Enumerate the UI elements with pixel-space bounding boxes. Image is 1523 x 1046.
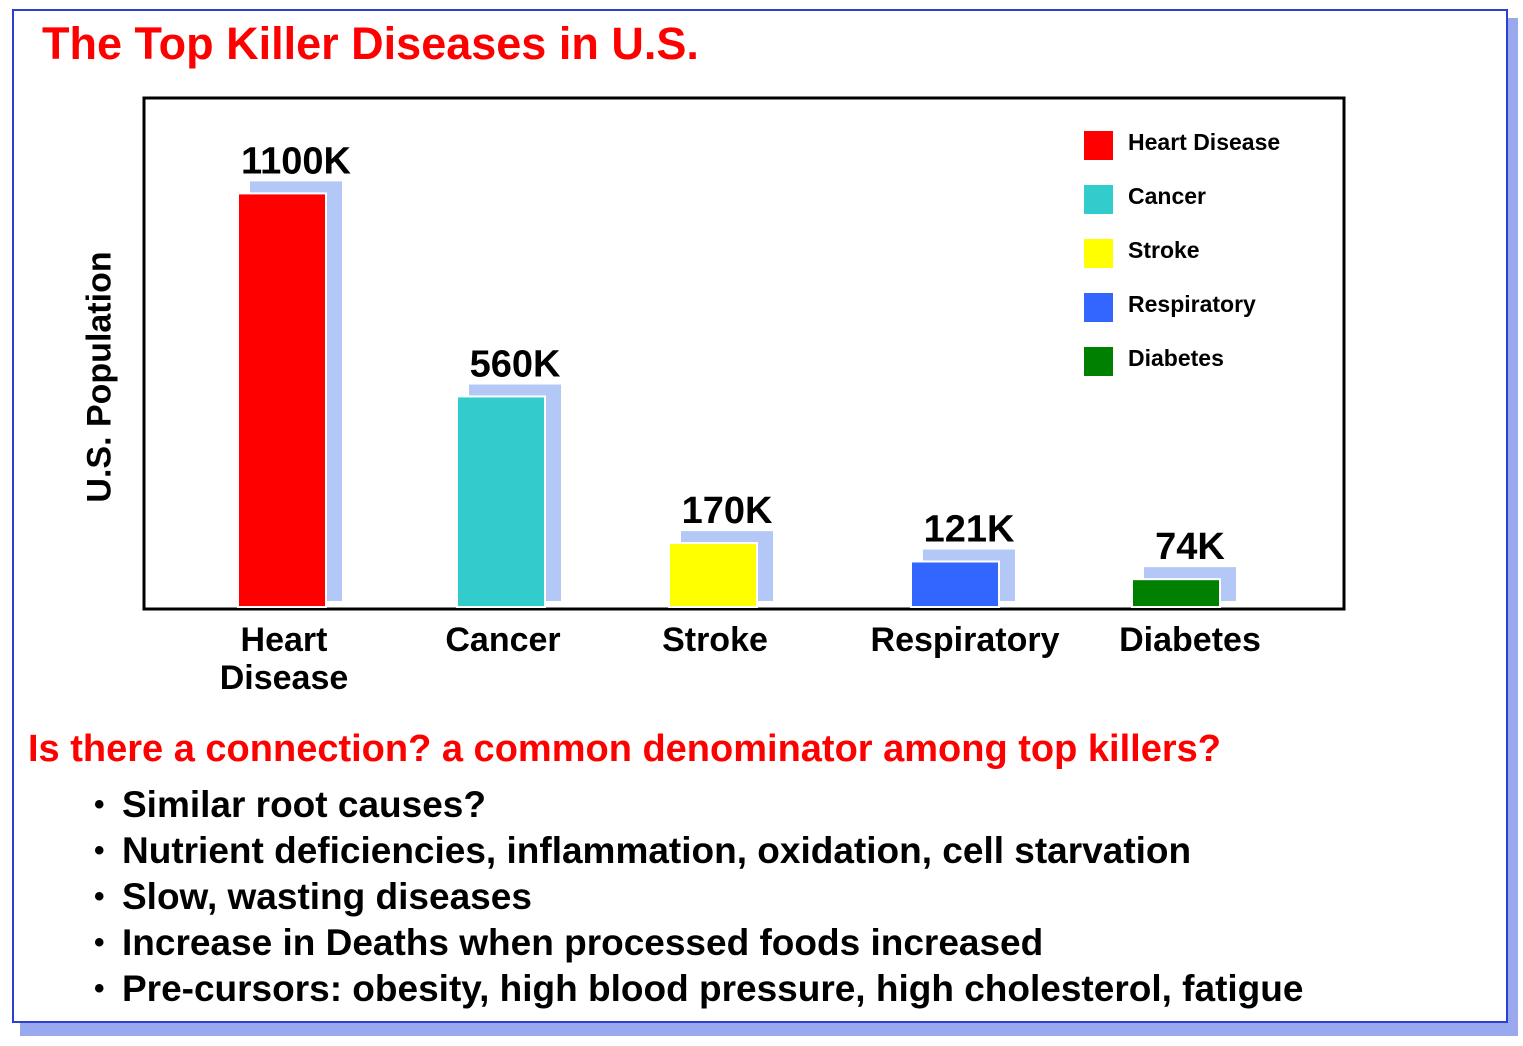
bar-respiratory <box>910 560 1000 609</box>
bar-shadow <box>469 384 561 601</box>
legend-swatch <box>1084 185 1113 214</box>
legend-label: Heart Disease <box>1128 129 1280 155</box>
bullet-item: • Nutrient deficiencies, inflammation, ox… <box>94 828 1303 874</box>
bullet-item: • Similar root causes? <box>94 782 1303 828</box>
value-label: 1100K <box>241 140 351 182</box>
bullet-text: Increase in Deaths when processed foods … <box>122 922 1044 963</box>
value-label: 170K <box>682 490 773 532</box>
bullet-dot-icon: • <box>94 834 105 867</box>
value-label: 74K <box>1155 526 1225 568</box>
slide-title: The Top Killer Diseases in U.S. <box>42 18 699 69</box>
legend-label: Stroke <box>1128 237 1200 263</box>
bullet-item: • Slow, wasting diseases <box>94 874 1303 920</box>
category-tick-label: Diabetes <box>1119 621 1261 659</box>
bullet-item: • Increase in Deaths when processed foods… <box>94 920 1303 966</box>
bullet-dot-icon: • <box>94 926 105 959</box>
bullet-dot-icon: • <box>94 788 105 821</box>
bullet-item: • Pre-cursors: obesity, high blood pressu… <box>94 966 1303 1012</box>
legend-label: Cancer <box>1128 183 1206 209</box>
legend-swatch <box>1084 347 1113 376</box>
legend-swatch <box>1084 131 1113 160</box>
bullet-list: • Similar root causes? • Nutrient deficien… <box>94 782 1303 1012</box>
question-heading: Is there a connection? a common denomina… <box>28 728 1221 770</box>
bar-shadow <box>1144 567 1236 601</box>
bar-cancer <box>456 395 546 608</box>
legend-swatch <box>1084 239 1113 268</box>
bullet-text: Similar root causes? <box>122 784 486 825</box>
bars-layer <box>237 181 1236 609</box>
bullet-text: Nutrient deficiencies, inflammation, oxi… <box>122 830 1192 871</box>
category-tick-label: Respiratory <box>871 621 1060 659</box>
bullet-text: Slow, wasting diseases <box>122 876 532 917</box>
y-axis-label: U.S. Population <box>80 251 119 503</box>
bar-stroke <box>668 542 758 609</box>
legend-label: Respiratory <box>1128 291 1256 317</box>
legend-swatch <box>1084 293 1113 322</box>
category-tick-label: Heart <box>241 621 328 659</box>
category-tick-label: Stroke <box>662 621 768 659</box>
category-tick-label: Disease <box>220 659 349 697</box>
bullet-text: Pre-cursors: obesity, high blood pressur… <box>122 968 1304 1009</box>
bar-diabetes <box>1131 578 1221 609</box>
plot-area-frame <box>142 96 1346 611</box>
value-label: 121K <box>924 509 1015 551</box>
legend: Heart Disease Cancer Stroke Respiratory Diab… <box>1084 129 1280 376</box>
bar-shadow <box>681 531 773 601</box>
bar-shadow <box>250 181 342 601</box>
bullet-dot-icon: • <box>94 972 105 1005</box>
bar-shadow <box>923 549 1015 601</box>
bar-heart-disease <box>237 192 327 608</box>
category-tick-label: Cancer <box>445 621 560 659</box>
value-label: 560K <box>470 343 561 385</box>
legend-label: Diabetes <box>1128 345 1224 371</box>
bullet-dot-icon: • <box>94 880 105 913</box>
